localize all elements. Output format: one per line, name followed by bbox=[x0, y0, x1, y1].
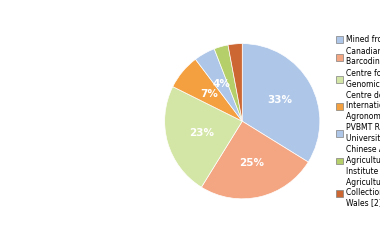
Wedge shape bbox=[242, 44, 320, 162]
Wedge shape bbox=[195, 49, 242, 121]
Wedge shape bbox=[228, 44, 242, 121]
Text: 4%: 4% bbox=[212, 79, 230, 89]
Wedge shape bbox=[214, 45, 242, 121]
Text: 25%: 25% bbox=[239, 158, 264, 168]
Legend: Mined from GenBank, NCBI [23], Canadian Centre for DNA
Barcoding [17], Centre fo: Mined from GenBank, NCBI [23], Canadian … bbox=[333, 33, 380, 210]
Text: 33%: 33% bbox=[267, 96, 292, 105]
Wedge shape bbox=[201, 121, 308, 199]
Wedge shape bbox=[165, 87, 242, 187]
Wedge shape bbox=[173, 59, 242, 121]
Text: 23%: 23% bbox=[189, 128, 214, 138]
Text: 7%: 7% bbox=[201, 89, 218, 99]
